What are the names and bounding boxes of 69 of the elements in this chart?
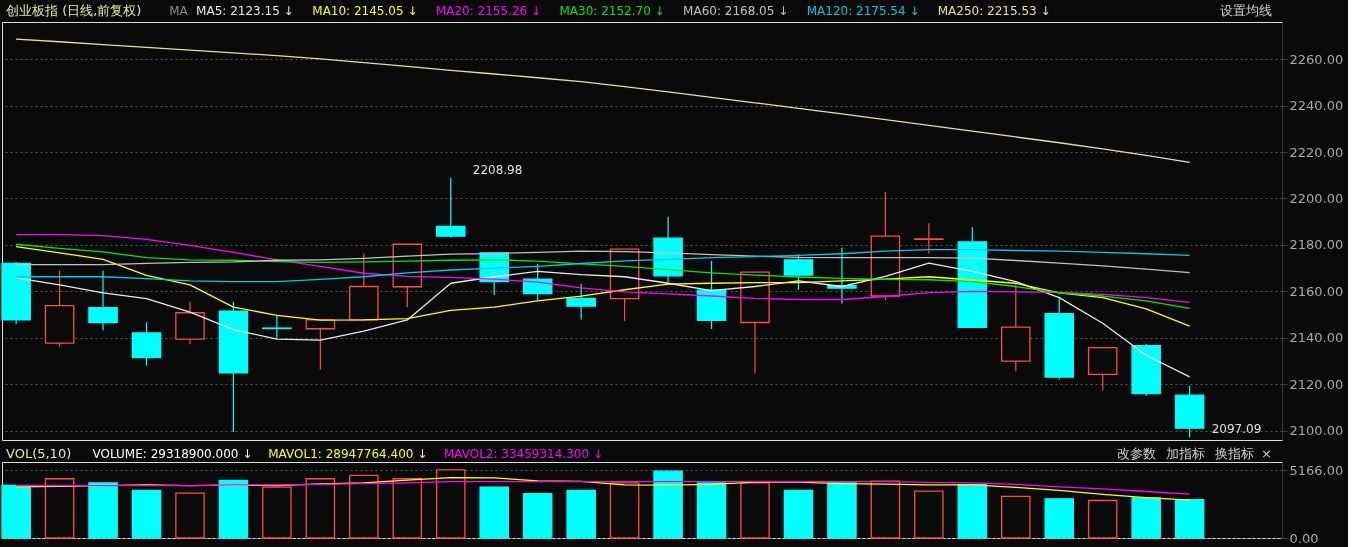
bar: [479, 486, 509, 539]
chart-title: VOL(5,10): [6, 446, 72, 461]
text: MA60: 2168.05 ↓: [683, 4, 789, 18]
line-series: [15, 243, 1191, 309]
line-series: [15, 234, 1191, 304]
line-series: [15, 38, 1191, 164]
bar: [1087, 499, 1118, 539]
text: ×: [1261, 446, 1272, 461]
text: MA5: 2123.15 ↓: [196, 4, 294, 18]
bar: [914, 490, 944, 539]
candlestick: [914, 222, 944, 255]
bar: [870, 480, 901, 539]
bar: [1174, 498, 1205, 539]
y-tick-label: 2160.00: [1289, 283, 1344, 299]
line-series: [15, 248, 1191, 283]
y-tick-label: 2180.00: [1289, 237, 1344, 253]
text: MA20: 2155.26 ↓: [435, 4, 542, 18]
bar: [783, 489, 814, 539]
bar: [262, 486, 292, 539]
line-series: [15, 250, 1191, 274]
y-tick-label: 2140.00: [1289, 330, 1344, 346]
y-tick-label: 2220.00: [1289, 144, 1344, 160]
bar: [696, 482, 727, 539]
bar: [566, 489, 596, 539]
bar: [522, 493, 553, 539]
line-series: [15, 481, 1191, 495]
y-tick-label: 2240.00: [1289, 98, 1344, 114]
text: 改参数: [1116, 446, 1156, 461]
text: 加指标: [1165, 446, 1205, 461]
series-label: MAVOL1: 28947764.400 ↓: [268, 447, 428, 461]
text: 2097.09: [1211, 422, 1262, 437]
bar: [131, 489, 162, 539]
text: MA10: 2145.05 ↓: [312, 4, 418, 18]
y-tick-label: 2100.00: [1289, 423, 1344, 439]
bar: [1, 484, 31, 539]
bar: [218, 479, 249, 539]
bar: [653, 470, 683, 539]
y-tick-label: 0.00: [1289, 530, 1319, 546]
bar: [1001, 495, 1031, 539]
text: MA250: 2215.53 ↓: [937, 4, 1051, 18]
bar: [392, 478, 423, 539]
text: 设置均线: [1220, 3, 1272, 18]
text: 换指标: [1214, 446, 1254, 461]
bar: [175, 492, 205, 539]
legend-title: MA: [169, 4, 189, 18]
y-tick-label: 5166.00: [1289, 462, 1344, 478]
bar: [609, 482, 640, 539]
bar: [349, 474, 379, 539]
bar: [1044, 498, 1075, 539]
line-series: [15, 245, 1191, 327]
text: MA30: 2152.70 ↓: [559, 4, 665, 18]
series-label: MAVOL2: 33459314.300 ↓: [443, 447, 603, 461]
bar: [740, 482, 770, 539]
y-tick-label: 2260.00: [1289, 51, 1344, 67]
bar: [305, 478, 336, 539]
bar: [827, 482, 857, 539]
y-tick-label: 2200.00: [1289, 190, 1344, 206]
text: MA120: 2175.54 ↓: [806, 4, 920, 18]
line-series: [15, 262, 1191, 378]
bar: [88, 482, 118, 539]
bar: [435, 469, 466, 539]
bar: [957, 484, 988, 539]
candlestick: [262, 314, 292, 340]
bar: [44, 478, 75, 539]
y-tick-label: 2120.00: [1289, 376, 1344, 392]
chart-title: 创业板指 (日线,前复权): [6, 3, 142, 18]
series-label: VOLUME: 29318900.000 ↓: [92, 447, 253, 461]
bar: [1131, 497, 1161, 539]
annotation: 2208.98: [472, 162, 523, 177]
